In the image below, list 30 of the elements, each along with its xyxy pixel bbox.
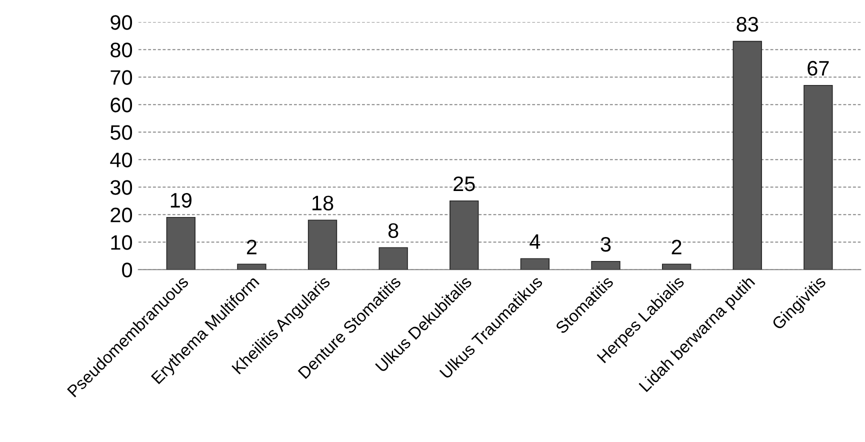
bar (450, 200, 479, 270)
data-label: 25 (454, 176, 475, 192)
y-tick-label: 50 (110, 125, 132, 140)
bar (520, 258, 550, 270)
data-label: 2 (246, 240, 256, 254)
bar (804, 84, 833, 270)
y-tick-label: 10 (111, 235, 132, 250)
bar (732, 40, 762, 270)
data-label: 67 (808, 60, 829, 76)
y-tick-label: 40 (110, 152, 132, 168)
data-label: 83 (736, 16, 758, 32)
data-label: 3 (600, 236, 611, 252)
y-tick-label: 30 (110, 180, 132, 195)
data-label: 2 (672, 240, 682, 254)
y-tick-label: 60 (110, 98, 132, 112)
y-tick-label: 80 (110, 42, 132, 58)
data-label: 19 (170, 192, 192, 208)
bar (662, 264, 692, 270)
data-label: 4 (530, 234, 540, 249)
y-tick-label: 70 (110, 70, 132, 85)
y-tick-label: 90 (110, 15, 132, 30)
y-tick-label: 0 (122, 262, 132, 278)
bar (591, 260, 620, 270)
data-label: 18 (312, 196, 334, 210)
data-label: 8 (388, 223, 398, 238)
bar (308, 220, 338, 270)
bar (166, 216, 196, 270)
bar (378, 247, 408, 270)
bar (237, 264, 266, 270)
y-tick-label: 20 (110, 208, 132, 222)
